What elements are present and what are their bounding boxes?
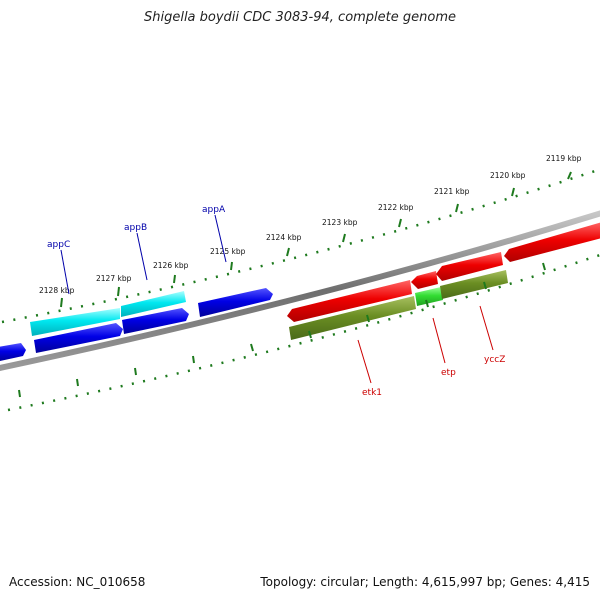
- gene-label-appA[interactable]: appA: [202, 205, 226, 215]
- forward-gene-labels: appC appB appA: [47, 205, 227, 295]
- outer-major-tick: [455, 203, 459, 213]
- outer-major-tick: [173, 274, 176, 284]
- reverse-cds-track: [289, 270, 508, 340]
- kbp-label: 2121 kbp: [434, 187, 470, 196]
- outer-major-tick: [286, 247, 290, 257]
- kbp-label: 2127 kbp: [96, 274, 132, 283]
- gene-etp[interactable]: [411, 271, 438, 289]
- gene-partial-right[interactable]: [504, 222, 600, 262]
- outer-major-tick: [230, 261, 233, 271]
- genome-backbone: [0, 210, 600, 371]
- outer-major-tick: [342, 233, 346, 243]
- accession-text: Accession: NC_010658: [9, 575, 146, 589]
- inner-major-tick: [250, 343, 254, 352]
- gene-appB[interactable]: [122, 308, 189, 334]
- inner-major-tick: [483, 281, 487, 290]
- kbp-labels: 2119 kbp 2120 kbp 2121 kbp 2122 kbp 2123…: [39, 154, 582, 295]
- cds-yccZ[interactable]: [440, 270, 508, 299]
- kbp-label: 2119 kbp: [546, 154, 582, 163]
- inner-major-tick: [18, 389, 21, 398]
- label-leader-yccZ: [479, 305, 494, 351]
- inner-major-tick: [76, 378, 79, 387]
- outer-major-tick: [117, 286, 120, 297]
- cds-appC[interactable]: [30, 308, 120, 336]
- forward-cds-track: [30, 291, 186, 336]
- gene-partial-left[interactable]: [0, 343, 26, 361]
- inner-major-tick: [308, 330, 312, 339]
- outer-major-tick: [60, 297, 63, 308]
- label-leader-etp: [432, 317, 446, 364]
- cds-etp[interactable]: [415, 287, 443, 306]
- gene-yccZ[interactable]: [436, 252, 503, 281]
- gene-etk1[interactable]: [287, 280, 412, 322]
- inner-minor-ticks: [7, 253, 600, 412]
- kbp-label: 2122 kbp: [378, 203, 414, 212]
- outer-major-tick: [511, 187, 515, 197]
- inner-major-tick: [192, 355, 195, 364]
- kbp-label: 2120 kbp: [490, 171, 526, 180]
- gene-label-appC[interactable]: appC: [47, 240, 70, 250]
- label-leader-appA: [214, 214, 227, 263]
- cds-etk1[interactable]: [289, 296, 416, 340]
- gene-label-etp[interactable]: etp: [441, 368, 456, 378]
- forward-gene-track: [0, 288, 273, 361]
- reverse-gene-labels: etk1 etp yccZ: [357, 305, 505, 398]
- gene-appC[interactable]: [34, 323, 123, 353]
- genome-summary-text: Topology: circular; Length: 4,615,997 bp…: [260, 575, 590, 589]
- inner-major-tick: [366, 314, 370, 323]
- gene-label-etk1[interactable]: etk1: [362, 388, 382, 398]
- outer-major-tick: [398, 218, 402, 228]
- gene-label-yccZ[interactable]: yccZ: [484, 355, 505, 365]
- inner-major-tick: [542, 262, 546, 271]
- label-leader-appC: [60, 249, 70, 295]
- kbp-label: 2128 kbp: [39, 286, 75, 295]
- inner-major-tick: [134, 367, 137, 376]
- inner-major-tick: [425, 299, 429, 308]
- kbp-label: 2125 kbp: [210, 247, 246, 256]
- kbp-label: 2123 kbp: [322, 218, 358, 227]
- gene-label-appB[interactable]: appB: [124, 223, 147, 233]
- outer-tick-row: [1, 168, 599, 324]
- map-title: Shigella boydii CDC 3083-94, complete ge…: [143, 10, 457, 25]
- outer-major-tick: [567, 171, 572, 180]
- inner-tick-row: [7, 253, 600, 412]
- label-leader-appB: [136, 232, 148, 281]
- gene-appA[interactable]: [198, 288, 273, 317]
- kbp-label: 2124 kbp: [266, 233, 302, 242]
- cds-appB[interactable]: [121, 291, 186, 317]
- label-leader-etk1: [357, 339, 372, 384]
- reverse-gene-track: [287, 222, 600, 322]
- kbp-label: 2126 kbp: [153, 261, 189, 270]
